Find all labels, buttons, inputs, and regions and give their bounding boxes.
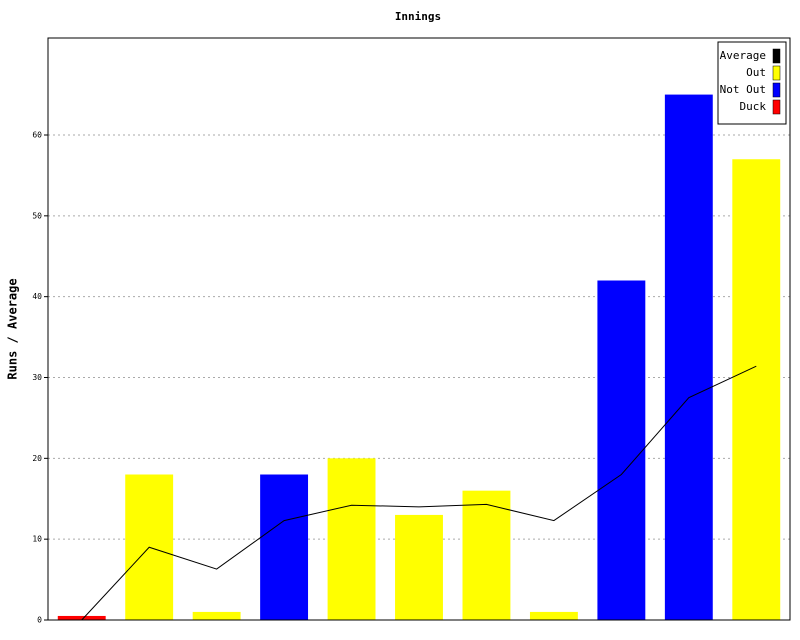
legend-swatch <box>772 82 781 98</box>
legend-label: Duck <box>740 100 767 113</box>
legend-label: Out <box>746 66 766 79</box>
bar <box>327 458 376 620</box>
y-tick-label: 40 <box>32 292 42 301</box>
bar <box>597 280 646 620</box>
plot-frame <box>47 37 791 621</box>
y-tick-label: 30 <box>32 373 42 382</box>
bar <box>260 474 309 620</box>
legend-swatch <box>772 48 781 64</box>
chart-title: Innings <box>395 10 441 23</box>
bar <box>529 611 578 620</box>
legend-swatch <box>772 65 781 81</box>
bar <box>395 514 443 620</box>
y-tick-label: 10 <box>32 535 42 544</box>
legend-label: Not Out <box>720 83 766 96</box>
bar <box>57 615 106 620</box>
bar <box>664 94 713 621</box>
bar <box>192 611 241 620</box>
bar <box>732 159 781 620</box>
legend-swatch <box>772 99 781 115</box>
y-tick-label: 20 <box>32 454 42 463</box>
y-tick-label: 0 <box>37 616 42 625</box>
bar <box>462 490 511 620</box>
legend-label: Average <box>720 49 766 62</box>
y-tick-label: 50 <box>32 211 42 220</box>
y-tick-label: 60 <box>32 131 42 140</box>
y-axis-label: Runs / Average <box>6 278 20 379</box>
average-line <box>81 365 757 621</box>
